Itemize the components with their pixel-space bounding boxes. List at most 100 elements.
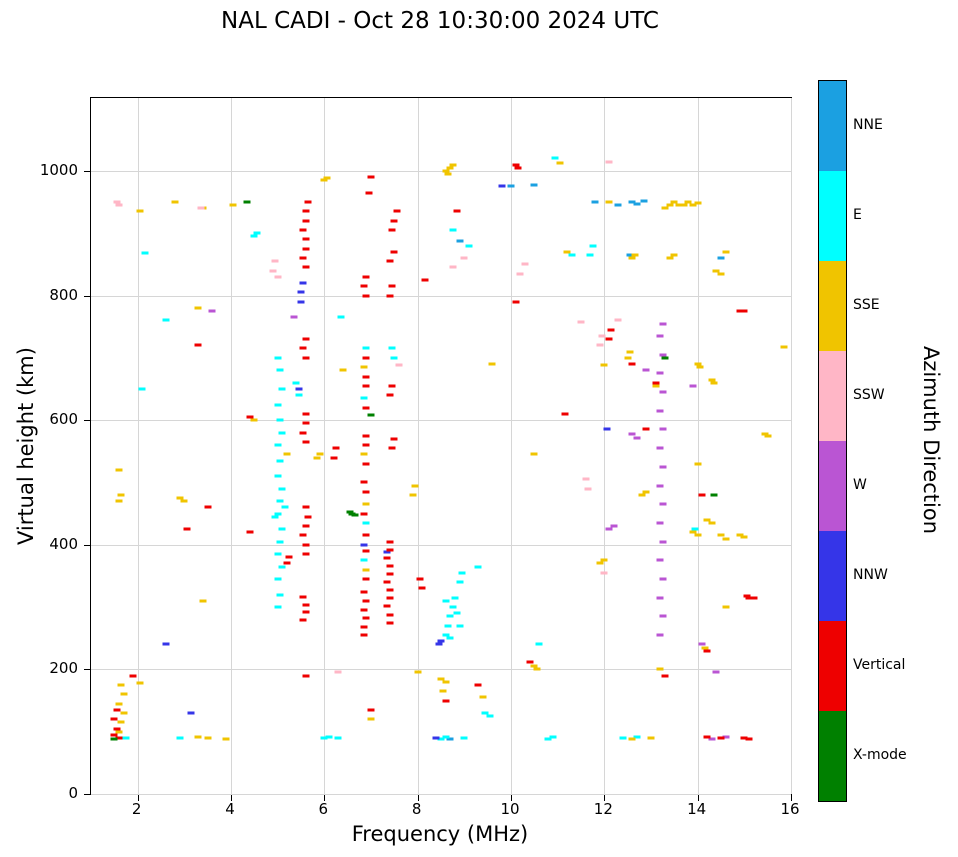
data-point-vertical xyxy=(115,736,123,740)
data-point-sse xyxy=(652,384,660,388)
data-point-vertical xyxy=(367,175,375,179)
data-point-vertical xyxy=(512,300,520,304)
data-point-vertical xyxy=(386,572,394,576)
y-tick-mark-1000 xyxy=(84,170,90,172)
data-point-w xyxy=(290,315,298,319)
gridline-x-16 xyxy=(791,98,792,794)
data-point-sse xyxy=(596,561,604,565)
data-point-vertical xyxy=(362,434,370,438)
data-point-sse xyxy=(136,209,144,213)
data-point-w xyxy=(605,527,613,531)
data-point-nnw xyxy=(432,736,440,740)
data-point-sse xyxy=(117,720,125,724)
data-point-e xyxy=(274,356,282,360)
data-point-vertical xyxy=(453,209,461,213)
data-point-e xyxy=(451,596,459,600)
data-point-sse xyxy=(414,670,422,674)
data-point-vertical xyxy=(367,708,375,712)
data-point-ssw xyxy=(614,318,622,322)
data-point-e xyxy=(278,387,286,391)
data-point-vertical xyxy=(246,415,254,419)
data-point-sse xyxy=(670,200,678,204)
data-point-ssw xyxy=(600,571,608,575)
data-point-w xyxy=(712,670,720,674)
data-point-x-mode xyxy=(661,356,669,360)
data-point-vertical xyxy=(113,727,121,731)
data-point-vertical xyxy=(302,421,310,425)
x-tick-mark-10 xyxy=(511,795,512,801)
data-point-vertical xyxy=(362,356,370,360)
data-point-e xyxy=(274,474,282,478)
gridline-y-800 xyxy=(91,295,791,297)
data-point-e xyxy=(274,403,282,407)
data-point-vertical xyxy=(386,540,394,544)
data-point-vertical xyxy=(299,431,307,435)
data-point-e xyxy=(549,735,557,739)
data-point-w xyxy=(659,353,667,357)
colorbar-segment-nnw xyxy=(819,531,846,621)
data-point-vertical xyxy=(299,228,307,232)
data-point-nnw xyxy=(297,290,305,294)
data-point-x-mode xyxy=(243,200,251,204)
data-point-e xyxy=(274,577,282,581)
data-point-ssw xyxy=(521,262,529,266)
data-point-e xyxy=(274,512,282,516)
data-point-sse xyxy=(670,253,678,257)
data-point-w xyxy=(722,735,730,739)
data-point-vertical xyxy=(302,552,310,556)
data-point-e xyxy=(444,624,452,628)
data-point-w xyxy=(610,524,618,528)
data-point-sse xyxy=(442,680,450,684)
y-tick-label-1000: 1000 xyxy=(39,160,78,179)
colorbar-label-ssw: SSW xyxy=(853,387,885,403)
data-point-sse xyxy=(409,493,417,497)
data-point-nne xyxy=(446,737,454,741)
data-point-e xyxy=(437,737,445,741)
data-point-ssw xyxy=(271,259,279,263)
data-point-ssw xyxy=(584,487,592,491)
data-point-sse xyxy=(533,667,541,671)
data-point-e xyxy=(535,642,543,646)
x-tick-label-4: 4 xyxy=(225,800,235,818)
data-point-e xyxy=(633,735,641,739)
x-tick-mark-16 xyxy=(791,795,792,801)
data-point-nnw xyxy=(299,281,307,285)
colorbar-segment-x-mode xyxy=(819,711,846,801)
data-point-sse xyxy=(360,365,368,369)
data-point-e xyxy=(274,552,282,556)
data-point-e xyxy=(253,231,261,235)
colorbar-segment-sse xyxy=(819,261,846,351)
x-tick-label-14: 14 xyxy=(687,800,707,818)
data-point-vertical xyxy=(386,294,394,298)
gridline-y-400 xyxy=(91,544,791,546)
data-point-e xyxy=(460,736,468,740)
data-point-vertical xyxy=(362,443,370,447)
data-point-sse xyxy=(199,599,207,603)
data-point-sse xyxy=(442,169,450,173)
data-point-vertical xyxy=(740,736,748,740)
data-point-vertical xyxy=(362,294,370,298)
data-point-w xyxy=(656,633,664,637)
data-point-vertical xyxy=(740,309,748,313)
data-point-sse xyxy=(761,432,769,436)
data-point-vertical xyxy=(362,533,370,537)
data-point-vertical xyxy=(736,309,744,313)
data-point-sse xyxy=(449,163,457,167)
data-point-e xyxy=(362,346,370,350)
colorbar-segment-e xyxy=(819,171,846,261)
data-point-sse xyxy=(439,689,447,693)
data-point-sse xyxy=(722,605,730,609)
gridline-x-10 xyxy=(511,98,512,794)
data-point-sse xyxy=(717,533,725,537)
data-point-vertical xyxy=(388,384,396,388)
data-point-w xyxy=(656,484,664,488)
data-point-vertical xyxy=(661,674,669,678)
data-point-e xyxy=(274,605,282,609)
data-point-e xyxy=(446,636,454,640)
data-point-vertical xyxy=(302,610,310,614)
data-point-w xyxy=(659,577,667,581)
data-point-sse xyxy=(694,462,702,466)
data-point-vertical xyxy=(416,577,424,581)
data-point-vertical xyxy=(246,530,254,534)
